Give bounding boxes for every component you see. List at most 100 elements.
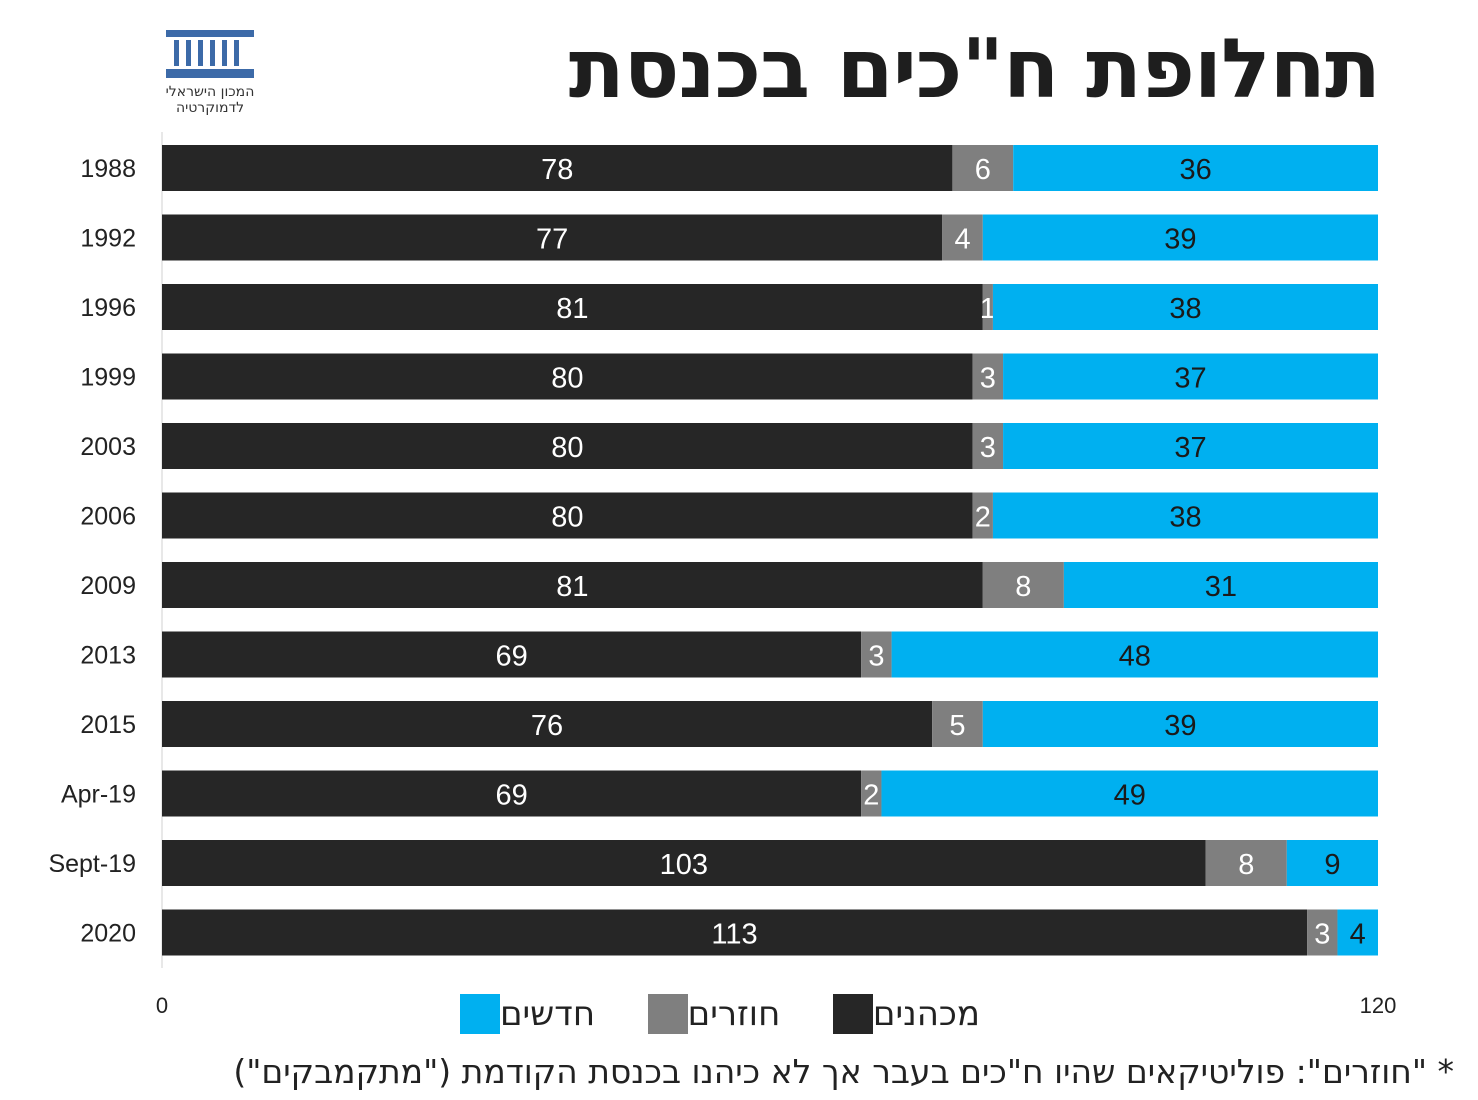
y-tick-label: 2015 [80,711,136,739]
y-tick-label: Apr-19 [61,781,136,809]
bar-segment-new [1337,909,1378,956]
logo-text-line2: לדמוקרטיה [175,100,245,116]
x-tick-label: 120 [1360,993,1397,1018]
data-label-returning: 8 [1238,849,1254,881]
data-label-returning: 3 [1314,919,1330,951]
data-label-returning: 3 [980,363,996,395]
bar-segment-returning [1205,840,1287,886]
bar-segment-returning [861,770,882,817]
bar-segment-incumbent [162,631,862,678]
data-label-new: 37 [1174,432,1206,464]
bar-segment-incumbent [162,423,973,469]
data-label-new: 39 [1164,224,1196,256]
data-label-incumbent: 69 [495,641,527,673]
data-label-new: 48 [1119,641,1151,673]
data-label-returning: 3 [868,641,884,673]
bar-segment-returning [861,631,892,678]
bar-segment-returning [982,284,993,330]
bar-segment-incumbent [162,701,933,747]
data-label-new: 37 [1174,363,1206,395]
bar-segment-returning [972,492,993,539]
bar-segment-returning [972,353,1004,400]
bar-segment-incumbent [162,214,943,261]
bar-segment-new [1003,423,1378,469]
data-label-returning: 1 [980,293,996,325]
y-tick-label: 1992 [80,225,136,253]
bar-segment-incumbent [162,145,953,191]
legend-label-new: חדשים [500,994,596,1034]
data-label-new: 31 [1205,571,1237,603]
data-label-incumbent: 78 [541,154,573,186]
data-label-returning: 3 [980,432,996,464]
bar-segment-new [992,284,1378,330]
bar-segment-incumbent [162,770,862,817]
legend-item-incumbent: מכהנים [832,994,990,1034]
bar-segment-incumbent [162,353,973,400]
data-label-new: 38 [1169,293,1201,325]
x-tick-label: 0 [156,993,168,1018]
data-label-new: 9 [1324,849,1340,881]
legend-label-returning: חוזרים [687,994,781,1034]
data-label-incumbent: 69 [495,780,527,812]
bar-segment-new [1013,145,1378,191]
parliament-building-icon [166,30,254,78]
y-tick-label: 2006 [80,503,136,531]
y-tick-label: 2003 [80,433,136,461]
data-label-new: 39 [1164,710,1196,742]
data-label-returning: 5 [949,710,965,742]
y-tick-label: 2020 [80,920,136,948]
y-tick-label: 2013 [80,642,136,670]
legend: מכהנים חוזרים חדשים [460,994,990,1034]
bar-segment-returning [982,562,1064,608]
bar-segment-new [992,492,1378,539]
data-label-incumbent: 81 [556,571,588,603]
legend-swatch-new [460,994,500,1034]
institute-logo: המכון הישראלי לדמוקרטיה [150,28,270,116]
bar-segment-returning [942,214,983,261]
data-label-returning: 4 [954,224,970,256]
data-label-returning: 2 [863,780,879,812]
data-label-new: 49 [1114,780,1146,812]
data-label-new: 36 [1179,154,1211,186]
data-label-incumbent: 80 [551,432,583,464]
bar-segment-returning [952,145,1014,191]
data-label-returning: 2 [975,502,991,534]
logo-text-line1: המכון הישראלי [165,84,255,100]
y-tick-label: 1988 [80,155,136,183]
data-label-returning: 8 [1015,571,1031,603]
bar-segment-returning [1307,909,1338,956]
footnote: * "חוזרים": פוליטיקאים שהיו ח"כים בעבר א… [233,1052,1454,1091]
chart-title: תחלופת ח"כים בכנסת [568,22,1381,117]
data-label-incumbent: 80 [551,363,583,395]
bar-segment-returning [972,423,1004,469]
bar-segment-new [1286,840,1378,886]
legend-item-returning: חוזרים [647,994,791,1034]
data-label-incumbent: 77 [536,224,568,256]
bar-segment-incumbent [162,492,973,539]
data-label-incumbent: 113 [711,919,757,951]
legend-swatch-returning [647,994,688,1034]
bar-segment-returning [932,701,983,747]
data-label-incumbent: 81 [556,293,588,325]
bar-segment-new [982,214,1378,261]
data-label-incumbent: 76 [531,710,563,742]
bar-segment-incumbent [162,909,1308,956]
bar-segment-new [1063,562,1378,608]
data-label-new: 38 [1169,502,1201,534]
legend-item-new: חדשים [460,994,605,1034]
bar-segment-new [1003,353,1378,400]
bar-segment-incumbent [162,840,1206,886]
y-tick-label: 1996 [80,294,136,322]
bar-segment-new [982,701,1378,747]
y-tick-label: 2009 [80,572,136,600]
y-tick-label: 1999 [80,364,136,392]
data-label-incumbent: 80 [551,502,583,534]
legend-swatch-incumbent [832,994,873,1034]
legend-label-incumbent: מכהנים [872,994,980,1034]
bar-segment-incumbent [162,284,983,330]
bar-segment-new [891,631,1378,678]
y-tick-label: Sept-19 [48,850,136,878]
bar-segment-incumbent [162,562,983,608]
data-label-returning: 6 [975,154,991,186]
